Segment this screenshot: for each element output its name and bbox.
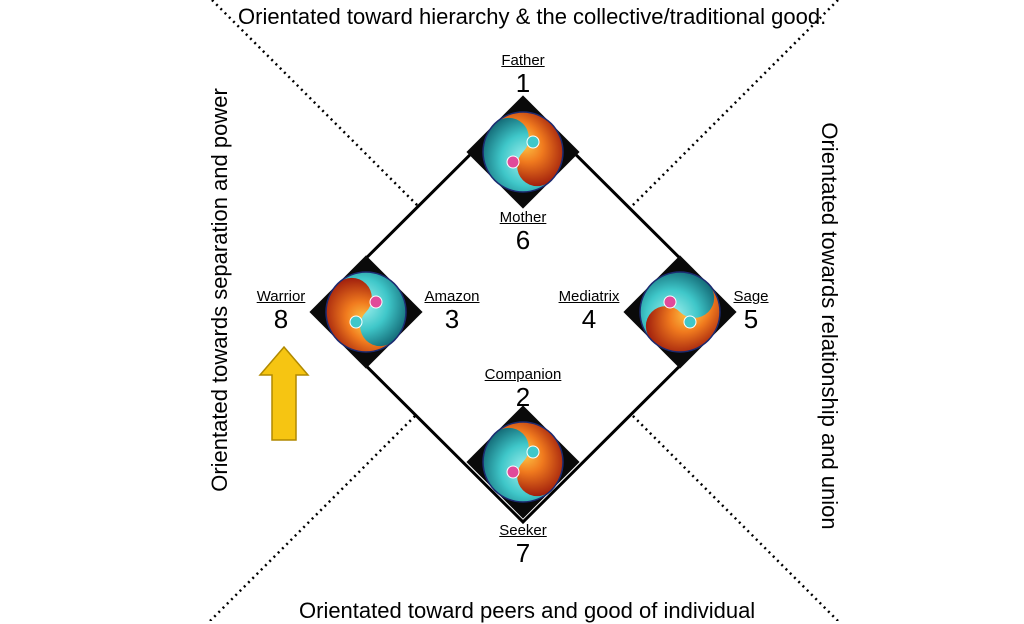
edge-label-bottom: Orientated toward peers and good of indi… xyxy=(299,598,756,623)
role-name: Sage xyxy=(733,288,769,305)
role-name: Mother xyxy=(499,209,547,226)
role-number: 7 xyxy=(515,538,531,568)
role-name: Father xyxy=(501,52,545,69)
role-name: Amazon xyxy=(424,288,480,305)
role-number: 3 xyxy=(444,304,460,334)
diagonal-top-right xyxy=(629,0,839,209)
role-warrior: Warrior 8 xyxy=(241,288,321,333)
role-mother: Mother 6 xyxy=(483,209,563,254)
role-companion: Companion 2 xyxy=(473,366,573,411)
role-mediatrix: Mediatrix 4 xyxy=(549,288,629,333)
diagonal-bottom-left xyxy=(209,412,419,621)
role-father: Father 1 xyxy=(483,52,563,97)
edge-label-left: Orientated towards separation and power xyxy=(207,88,232,492)
role-name: Companion xyxy=(484,366,562,383)
role-number: 5 xyxy=(743,304,759,334)
role-number: 6 xyxy=(515,225,531,255)
role-name: Mediatrix xyxy=(558,288,620,305)
main-diamond xyxy=(309,99,737,525)
role-number: 8 xyxy=(273,304,289,334)
edge-label-top: Orientated toward hierarchy & the collec… xyxy=(238,4,827,29)
role-number: 1 xyxy=(515,68,531,98)
role-name: Warrior xyxy=(256,288,306,305)
role-name: Seeker xyxy=(499,522,547,539)
role-number: 4 xyxy=(581,304,597,334)
diagonal-bottom-right xyxy=(629,412,839,621)
role-seeker: Seeker 7 xyxy=(483,522,563,567)
up-arrow-icon xyxy=(258,345,310,441)
role-amazon: Amazon 3 xyxy=(412,288,492,333)
role-number: 2 xyxy=(515,382,531,412)
diagonal-top-left xyxy=(211,0,421,209)
role-sage: Sage 5 xyxy=(711,288,791,333)
edge-label-right: Orientated towards relationship and unio… xyxy=(817,122,842,530)
